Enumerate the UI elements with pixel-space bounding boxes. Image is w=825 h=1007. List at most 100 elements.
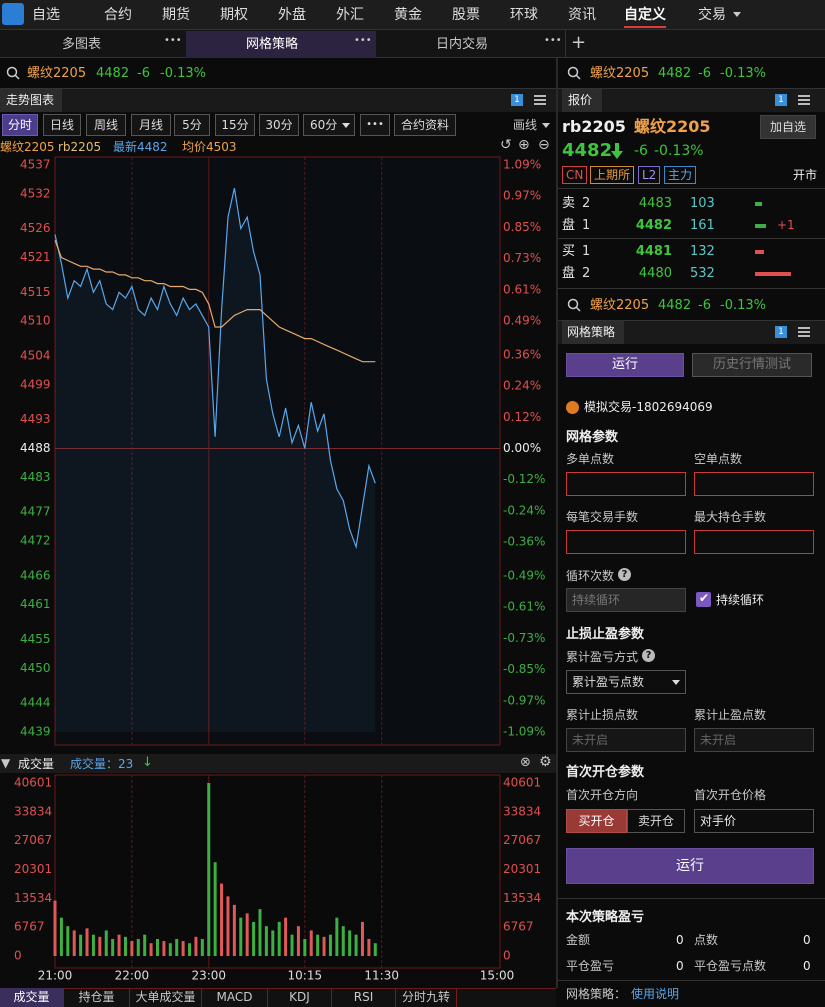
menu-icon[interactable] [534,95,546,105]
nav-item[interactable]: 合约 [104,7,132,23]
period-btn[interactable]: 15分 [215,114,255,136]
reset-icon[interactable]: ↺ [500,137,512,153]
period-btn[interactable]: 5分 [174,114,210,136]
book-bar [755,272,791,276]
book-level: 1 [582,218,591,233]
tab[interactable]: 多图表 [62,37,102,52]
draw-btn[interactable]: 画线 [513,118,538,132]
x-tick-label: 15:00 [480,969,515,983]
badge: 1 [511,94,523,106]
select[interactable]: 累计盈亏点数 [566,670,686,694]
nav-item[interactable]: 外汇 [336,7,364,23]
field-label: 首次开仓价格 [694,788,767,802]
volume-header [0,754,556,773]
book-volume: 161 [690,218,715,233]
buy-open-btn[interactable]: 买开仓 [566,809,627,833]
period-btn[interactable]: 30分 [259,114,299,136]
y-tick-label: 4521 [20,250,51,264]
input[interactable]: 未开启 [566,728,686,752]
nav-item[interactable]: 交易 [698,7,726,23]
backtest-btn[interactable]: 历史行情测试 [692,353,812,377]
input[interactable]: 持续循环 [566,588,686,612]
run-btn-large[interactable]: 运行 [566,848,814,884]
field-label: 每笔交易手数 [566,510,639,524]
volume-bar [91,934,95,956]
tab[interactable]: 网格策略 [246,37,299,52]
zoom-in-icon[interactable]: ⊕ [518,137,530,153]
close-icon[interactable]: ⊗ [520,755,531,770]
info-btn[interactable]: 合约资料 [394,114,456,136]
bottom-tab[interactable]: MACD [201,988,267,1007]
search-pct: -0.13% [160,66,206,81]
period-btn[interactable]: 日线 [43,114,81,136]
nav-item[interactable]: 黄金 [394,7,422,23]
more-btn[interactable]: ••• [360,114,390,136]
tab-active-bg [186,31,376,58]
volume-bar [354,934,358,956]
book-bar [755,224,766,228]
tag: 上期所 [590,166,635,184]
volume-bar [348,930,352,956]
tab-menu[interactable]: ••• [164,35,182,46]
tab-menu[interactable]: ••• [544,35,562,46]
checkbox[interactable] [696,592,711,607]
panel-tab-bg [0,89,62,112]
nav-item[interactable]: 期权 [220,7,248,23]
nav-item[interactable]: 股票 [452,7,480,23]
tab[interactable]: 日内交易 [436,37,489,52]
nav-item[interactable]: 期货 [162,7,190,23]
book-level: 1 [582,244,591,259]
sell-open-btn[interactable]: 卖开仓 [627,809,685,833]
y2-tick-label: -0.24% [503,503,545,517]
add-watch-btn[interactable]: 加自选 [760,115,816,139]
nav-item[interactable]: 自选 [32,7,60,23]
help-icon[interactable]: ? [642,649,655,662]
period-btn[interactable]: 月线 [131,114,171,136]
volume-bar [309,930,313,956]
volume-bar [239,917,243,956]
collapse-icon[interactable]: ▼ [1,756,11,770]
search-name: 螺纹2205 [590,298,650,313]
bottom-tab[interactable]: KDJ [267,988,331,1007]
search-change: -6 [698,66,711,81]
input[interactable] [694,530,814,554]
help-link[interactable]: 使用说明 [631,987,680,1001]
nav-item[interactable]: 外盘 [278,7,306,23]
input[interactable] [566,472,686,496]
y-tick-label: 4450 [20,661,51,675]
field-label: 累计盈亏方式 [566,650,639,664]
nav-item[interactable]: 环球 [510,7,538,23]
period-btn[interactable]: 分时 [2,114,38,136]
run-btn[interactable]: 运行 [566,353,684,377]
logo[interactable] [2,3,24,25]
y-tick-label: 4439 [20,725,51,739]
input[interactable]: 对手价 [694,809,814,833]
add-tab[interactable]: + [571,32,587,53]
menu-icon[interactable] [798,95,810,105]
bottom-tab[interactable]: 持仓量 [63,988,129,1007]
settings-icon[interactable]: ⚙ [539,754,552,770]
input[interactable]: 未开启 [694,728,814,752]
bottom-tab[interactable]: 大单成交量 [129,988,201,1007]
volume-bar [207,783,211,956]
nav-item[interactable]: 资讯 [568,7,596,23]
volume-bar [59,917,63,956]
nav-item-active[interactable]: 自定义 [624,7,666,28]
bottom-tab[interactable]: 分时九转 [395,988,457,1007]
badge: 1 [775,94,787,106]
divider [558,238,825,239]
input[interactable] [566,530,686,554]
help-icon[interactable]: ? [618,568,631,581]
menu-icon[interactable] [798,327,810,337]
period-btn[interactable]: 周线 [86,114,126,136]
info-name: 螺纹2205 [0,140,55,154]
input[interactable] [694,472,814,496]
chart: 4537 4532 4526 4521 4515 4510 4504 4499 4493 4488… [14,156,545,983]
y2-tick-label: 0.36% [503,347,541,361]
zoom-out-icon[interactable]: ⊖ [538,137,550,153]
tab-menu[interactable]: ••• [354,35,372,46]
bottom-tab[interactable]: RSI [331,988,395,1007]
bottom-tab[interactable]: 成交量 [0,988,63,1007]
period-btn[interactable]: 60分 [303,114,355,136]
y2-tick-label: 33834 [503,804,541,818]
